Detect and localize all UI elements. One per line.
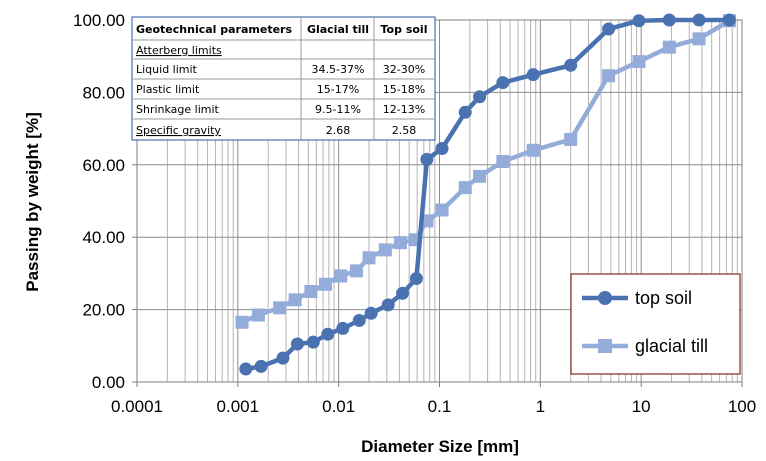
table-cell-glacial-till: 15-17% bbox=[317, 83, 359, 96]
data-point-top-soil bbox=[722, 13, 736, 27]
parameters-table: Geotechnical parameters Glacial till Top… bbox=[131, 16, 436, 141]
data-point-top-soil bbox=[662, 13, 676, 27]
table-header-parameter: Geotechnical parameters bbox=[136, 23, 292, 36]
y-tick-label: 0.00 bbox=[92, 373, 125, 392]
data-point-top-soil bbox=[276, 351, 290, 365]
data-point-top-soil bbox=[239, 362, 253, 376]
legend-label-glacial-till: glacial till bbox=[635, 336, 708, 356]
data-point-top-soil bbox=[692, 13, 706, 27]
data-point-top-soil bbox=[321, 327, 335, 341]
data-point-glacial-till bbox=[662, 40, 676, 54]
x-tick-label: 0.001 bbox=[217, 397, 260, 416]
table-cell-top-soil: 15-18% bbox=[383, 83, 425, 96]
table-cell-top-soil: 12-13% bbox=[383, 103, 425, 116]
y-tick-label: 60.00 bbox=[82, 156, 125, 175]
data-point-top-soil bbox=[564, 58, 578, 72]
table-header-top-soil: Top soil bbox=[381, 23, 428, 36]
data-point-top-soil bbox=[290, 337, 304, 351]
data-point-glacial-till bbox=[318, 277, 332, 291]
table-cell-label: Liquid limit bbox=[136, 63, 198, 76]
data-point-glacial-till bbox=[564, 132, 578, 146]
data-point-top-soil bbox=[526, 68, 540, 82]
data-point-top-soil bbox=[409, 271, 423, 285]
data-point-glacial-till bbox=[496, 155, 510, 169]
data-point-top-soil bbox=[602, 22, 616, 36]
data-point-top-soil bbox=[458, 105, 472, 119]
data-point-top-soil bbox=[352, 313, 366, 327]
data-point-glacial-till bbox=[526, 143, 540, 157]
data-point-glacial-till bbox=[362, 251, 376, 265]
table-cell-top-soil: 32-30% bbox=[383, 63, 425, 76]
data-point-glacial-till bbox=[334, 269, 348, 283]
x-tick-label: 100 bbox=[728, 397, 756, 416]
x-tick-label: 1 bbox=[536, 397, 545, 416]
legend: top soil glacial till bbox=[570, 273, 741, 375]
y-tick-label: 20.00 bbox=[82, 301, 125, 320]
legend-label-top-soil: top soil bbox=[635, 288, 692, 308]
data-point-top-soil bbox=[254, 359, 268, 373]
x-tick-label: 10 bbox=[632, 397, 651, 416]
table-cell-glacial-till: 2.68 bbox=[326, 124, 351, 137]
data-point-top-soil bbox=[435, 142, 449, 156]
x-axis-title: Diameter Size [mm] bbox=[361, 437, 519, 456]
y-tick-label: 80.00 bbox=[82, 83, 125, 102]
data-point-glacial-till bbox=[458, 181, 472, 195]
table-cell-top-soil: 2.58 bbox=[392, 124, 417, 137]
x-tick-label: 0.01 bbox=[322, 397, 355, 416]
table-cell-label: Specific gravity bbox=[136, 124, 221, 137]
y-axis: 0.00 20.00 40.00 60.00 80.00 100.00 bbox=[73, 11, 137, 392]
data-point-top-soil bbox=[396, 286, 410, 300]
table-cell-label: Plastic limit bbox=[136, 83, 200, 96]
y-axis-title: Passing by weight [%] bbox=[23, 112, 42, 291]
data-point-top-soil bbox=[306, 335, 320, 349]
data-point-glacial-till bbox=[288, 293, 302, 307]
table-cell-glacial-till: 9.5-11% bbox=[315, 103, 361, 116]
data-point-glacial-till bbox=[632, 55, 646, 69]
y-tick-label: 100.00 bbox=[73, 11, 125, 30]
data-point-top-soil bbox=[473, 90, 487, 104]
series-top-soil bbox=[239, 13, 736, 376]
table-header-glacial-till: Glacial till bbox=[307, 23, 369, 36]
data-point-glacial-till bbox=[378, 243, 392, 257]
data-point-glacial-till bbox=[692, 32, 706, 46]
data-point-glacial-till bbox=[393, 236, 407, 250]
legend-marker-glacial-till bbox=[598, 339, 612, 353]
x-tick-label: 0.0001 bbox=[111, 397, 163, 416]
y-tick-label: 40.00 bbox=[82, 228, 125, 247]
data-point-glacial-till bbox=[602, 69, 616, 83]
data-point-top-soil bbox=[336, 321, 350, 335]
data-point-glacial-till bbox=[235, 315, 249, 329]
table-section-atterberg: Atterberg limits bbox=[136, 44, 222, 57]
legend-box bbox=[570, 273, 741, 375]
data-point-top-soil bbox=[632, 14, 646, 28]
data-point-top-soil bbox=[364, 306, 378, 320]
data-point-top-soil bbox=[496, 76, 510, 90]
table-cell-label: Shrinkage limit bbox=[136, 103, 220, 116]
data-point-glacial-till bbox=[435, 203, 449, 217]
data-point-glacial-till bbox=[304, 285, 318, 298]
legend-marker-top-soil bbox=[598, 291, 612, 305]
data-point-glacial-till bbox=[273, 301, 287, 315]
x-tick-label: 0.1 bbox=[428, 397, 452, 416]
data-point-top-soil bbox=[420, 152, 434, 166]
data-point-glacial-till bbox=[251, 308, 265, 322]
data-point-glacial-till bbox=[473, 169, 487, 183]
x-axis: 0.0001 0.001 0.01 0.1 1 10 100 bbox=[111, 382, 756, 416]
series-layer bbox=[235, 13, 736, 376]
data-point-glacial-till bbox=[349, 264, 363, 278]
data-point-top-soil bbox=[381, 298, 395, 312]
table-cell-glacial-till: 34.5-37% bbox=[312, 63, 365, 76]
